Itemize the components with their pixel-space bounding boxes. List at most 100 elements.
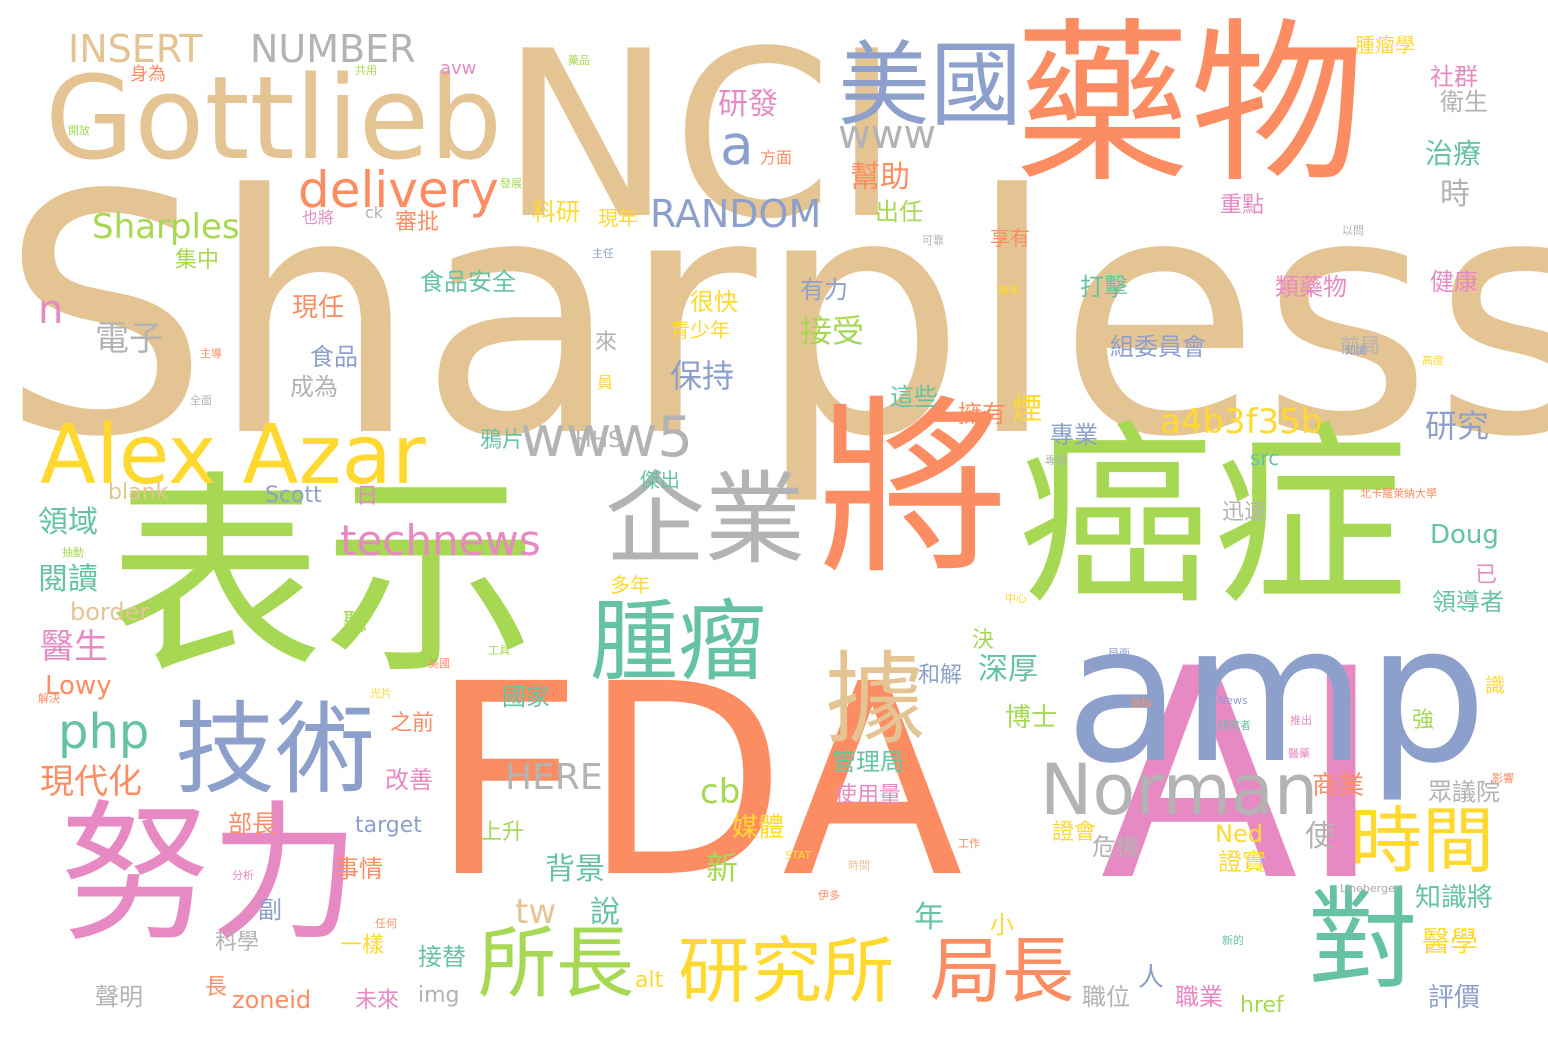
word-cloud-word: 危機	[1092, 835, 1140, 859]
word-cloud-word: 新的	[1222, 935, 1244, 946]
word-cloud-word: 努力	[60, 800, 360, 950]
word-cloud-word: 對	[1308, 885, 1418, 995]
word-cloud-word: 保持	[670, 360, 734, 392]
word-cloud-word: blank	[108, 482, 168, 504]
word-cloud-word: 所長	[478, 925, 634, 1003]
word-cloud-word: 時間	[848, 860, 870, 871]
word-cloud-word: 工具	[488, 645, 510, 656]
word-cloud-word: 事情	[335, 857, 383, 881]
word-cloud-word: 全面	[190, 395, 212, 406]
word-cloud-word: 共用	[355, 65, 377, 76]
word-cloud-word: 可靠	[922, 235, 944, 246]
word-cloud-word: 研發	[718, 90, 778, 120]
word-cloud-word: 日	[356, 486, 378, 508]
word-cloud-word: 知識	[1345, 345, 1367, 356]
word-cloud-word: 時間	[1350, 805, 1494, 877]
word-cloud-word: 聯邦	[998, 285, 1020, 296]
word-cloud-word: 影響	[1492, 773, 1514, 784]
word-cloud-word: 使用量	[835, 785, 901, 807]
word-cloud-word: 新	[706, 852, 738, 884]
word-cloud-word: img	[418, 985, 460, 1007]
word-cloud-word: 小	[990, 913, 1014, 937]
word-cloud-word: 高度	[1422, 355, 1444, 366]
word-cloud-word: 資料	[1130, 698, 1152, 709]
word-cloud-word: 集中	[175, 250, 219, 272]
word-cloud-word: php	[58, 708, 149, 756]
word-cloud-word: 接受	[800, 315, 864, 347]
word-cloud-word: 擁有	[958, 402, 1006, 426]
word-cloud-word: 和解	[918, 665, 962, 687]
word-cloud-word: src	[1250, 448, 1279, 468]
word-cloud-word: 接替	[418, 945, 466, 969]
word-cloud-word: HERE	[505, 760, 603, 796]
word-cloud-word: 博士	[1005, 705, 1057, 731]
word-cloud-word: 研究	[1425, 410, 1489, 442]
word-cloud-word: 方面	[760, 150, 792, 166]
word-cloud-word: 食品安全	[420, 270, 516, 294]
word-cloud-word: 證會	[1052, 822, 1096, 844]
word-cloud-word: 北卡羅萊納大學	[1360, 488, 1437, 499]
word-cloud-word: zoneid	[232, 988, 311, 1012]
word-cloud-word: 多年	[610, 575, 650, 595]
word-cloud-word: 局面	[1108, 648, 1130, 659]
word-cloud-word: 有力	[800, 278, 848, 302]
word-cloud-word: 部長	[228, 812, 276, 836]
word-cloud-word: 醫藥	[1288, 748, 1310, 759]
word-cloud-word: 出任	[875, 200, 923, 224]
word-cloud-word: 職業	[1175, 985, 1223, 1009]
word-cloud-word: 強	[1412, 710, 1434, 732]
word-cloud-word: technews	[340, 520, 541, 562]
word-cloud-word: 主任	[592, 248, 614, 259]
word-cloud-word: 衛生	[1440, 90, 1488, 114]
word-cloud-word: 幫助	[850, 163, 910, 193]
word-cloud-word: 醫學	[1422, 928, 1478, 956]
word-cloud-word: 科學	[215, 932, 259, 954]
word-cloud-word: 研究者	[1218, 720, 1251, 731]
word-cloud-word: www	[838, 115, 936, 155]
word-cloud-word: 以問	[1342, 225, 1364, 236]
word-cloud-word: 研究所	[678, 935, 894, 1007]
word-cloud-word: 治療	[1425, 140, 1481, 168]
word-cloud-word: 職位	[1082, 985, 1130, 1009]
word-cloud-word: 煙	[1012, 395, 1042, 425]
word-cloud-word: 聲明	[95, 985, 143, 1009]
word-cloud-word: 電子	[95, 322, 163, 356]
word-cloud-word: a	[720, 118, 754, 173]
word-cloud-word: target	[355, 815, 422, 837]
word-cloud-word: 任何	[375, 918, 397, 929]
word-cloud-word: 科研	[532, 200, 580, 224]
word-cloud-word: 國家	[502, 685, 550, 709]
word-cloud-word: 審批	[395, 212, 439, 234]
word-cloud-word: 領域	[38, 508, 98, 538]
word-cloud-word: 識	[1485, 675, 1505, 695]
word-cloud-word: 一樣	[340, 935, 384, 957]
word-cloud-word: 領導者	[1432, 590, 1504, 614]
word-cloud-word: 改善	[385, 768, 433, 792]
word-cloud-word: 閱讀	[38, 565, 98, 595]
word-cloud-word: 人	[1138, 965, 1164, 991]
word-cloud-word: 也將	[302, 210, 334, 226]
word-cloud-word: 現任	[292, 295, 344, 321]
word-cloud-word: border	[70, 600, 149, 624]
word-cloud-word: Sharples	[92, 210, 240, 244]
word-cloud-word: n	[38, 290, 63, 330]
word-cloud-word: 解決	[38, 693, 60, 704]
word-cloud-word: 社群	[1430, 65, 1478, 89]
word-cloud-word: News	[1218, 695, 1248, 706]
word-cloud-word: 分析	[232, 870, 254, 881]
word-cloud-word: alt	[635, 970, 663, 992]
word-cloud-word: 重點	[1220, 195, 1264, 217]
word-cloud-word: 知識將	[1415, 885, 1493, 911]
word-cloud-word: 使	[1305, 822, 1335, 852]
word-cloud-word: 青少年	[670, 320, 730, 340]
word-cloud-word: Gottlieb	[45, 62, 502, 177]
word-cloud-word: Lineberger	[1340, 883, 1399, 894]
word-cloud-word: 推出	[1290, 715, 1312, 726]
word-cloud-word: NUMBER	[250, 30, 416, 68]
word-cloud-word: 來	[595, 332, 617, 354]
word-cloud-word: 說	[590, 898, 620, 928]
word-cloud-word: INSERT	[68, 30, 203, 68]
word-cloud-word: 深厚	[978, 655, 1038, 685]
word-cloud-word: 食品	[310, 345, 358, 369]
word-cloud-word: 打擊	[1080, 275, 1128, 299]
